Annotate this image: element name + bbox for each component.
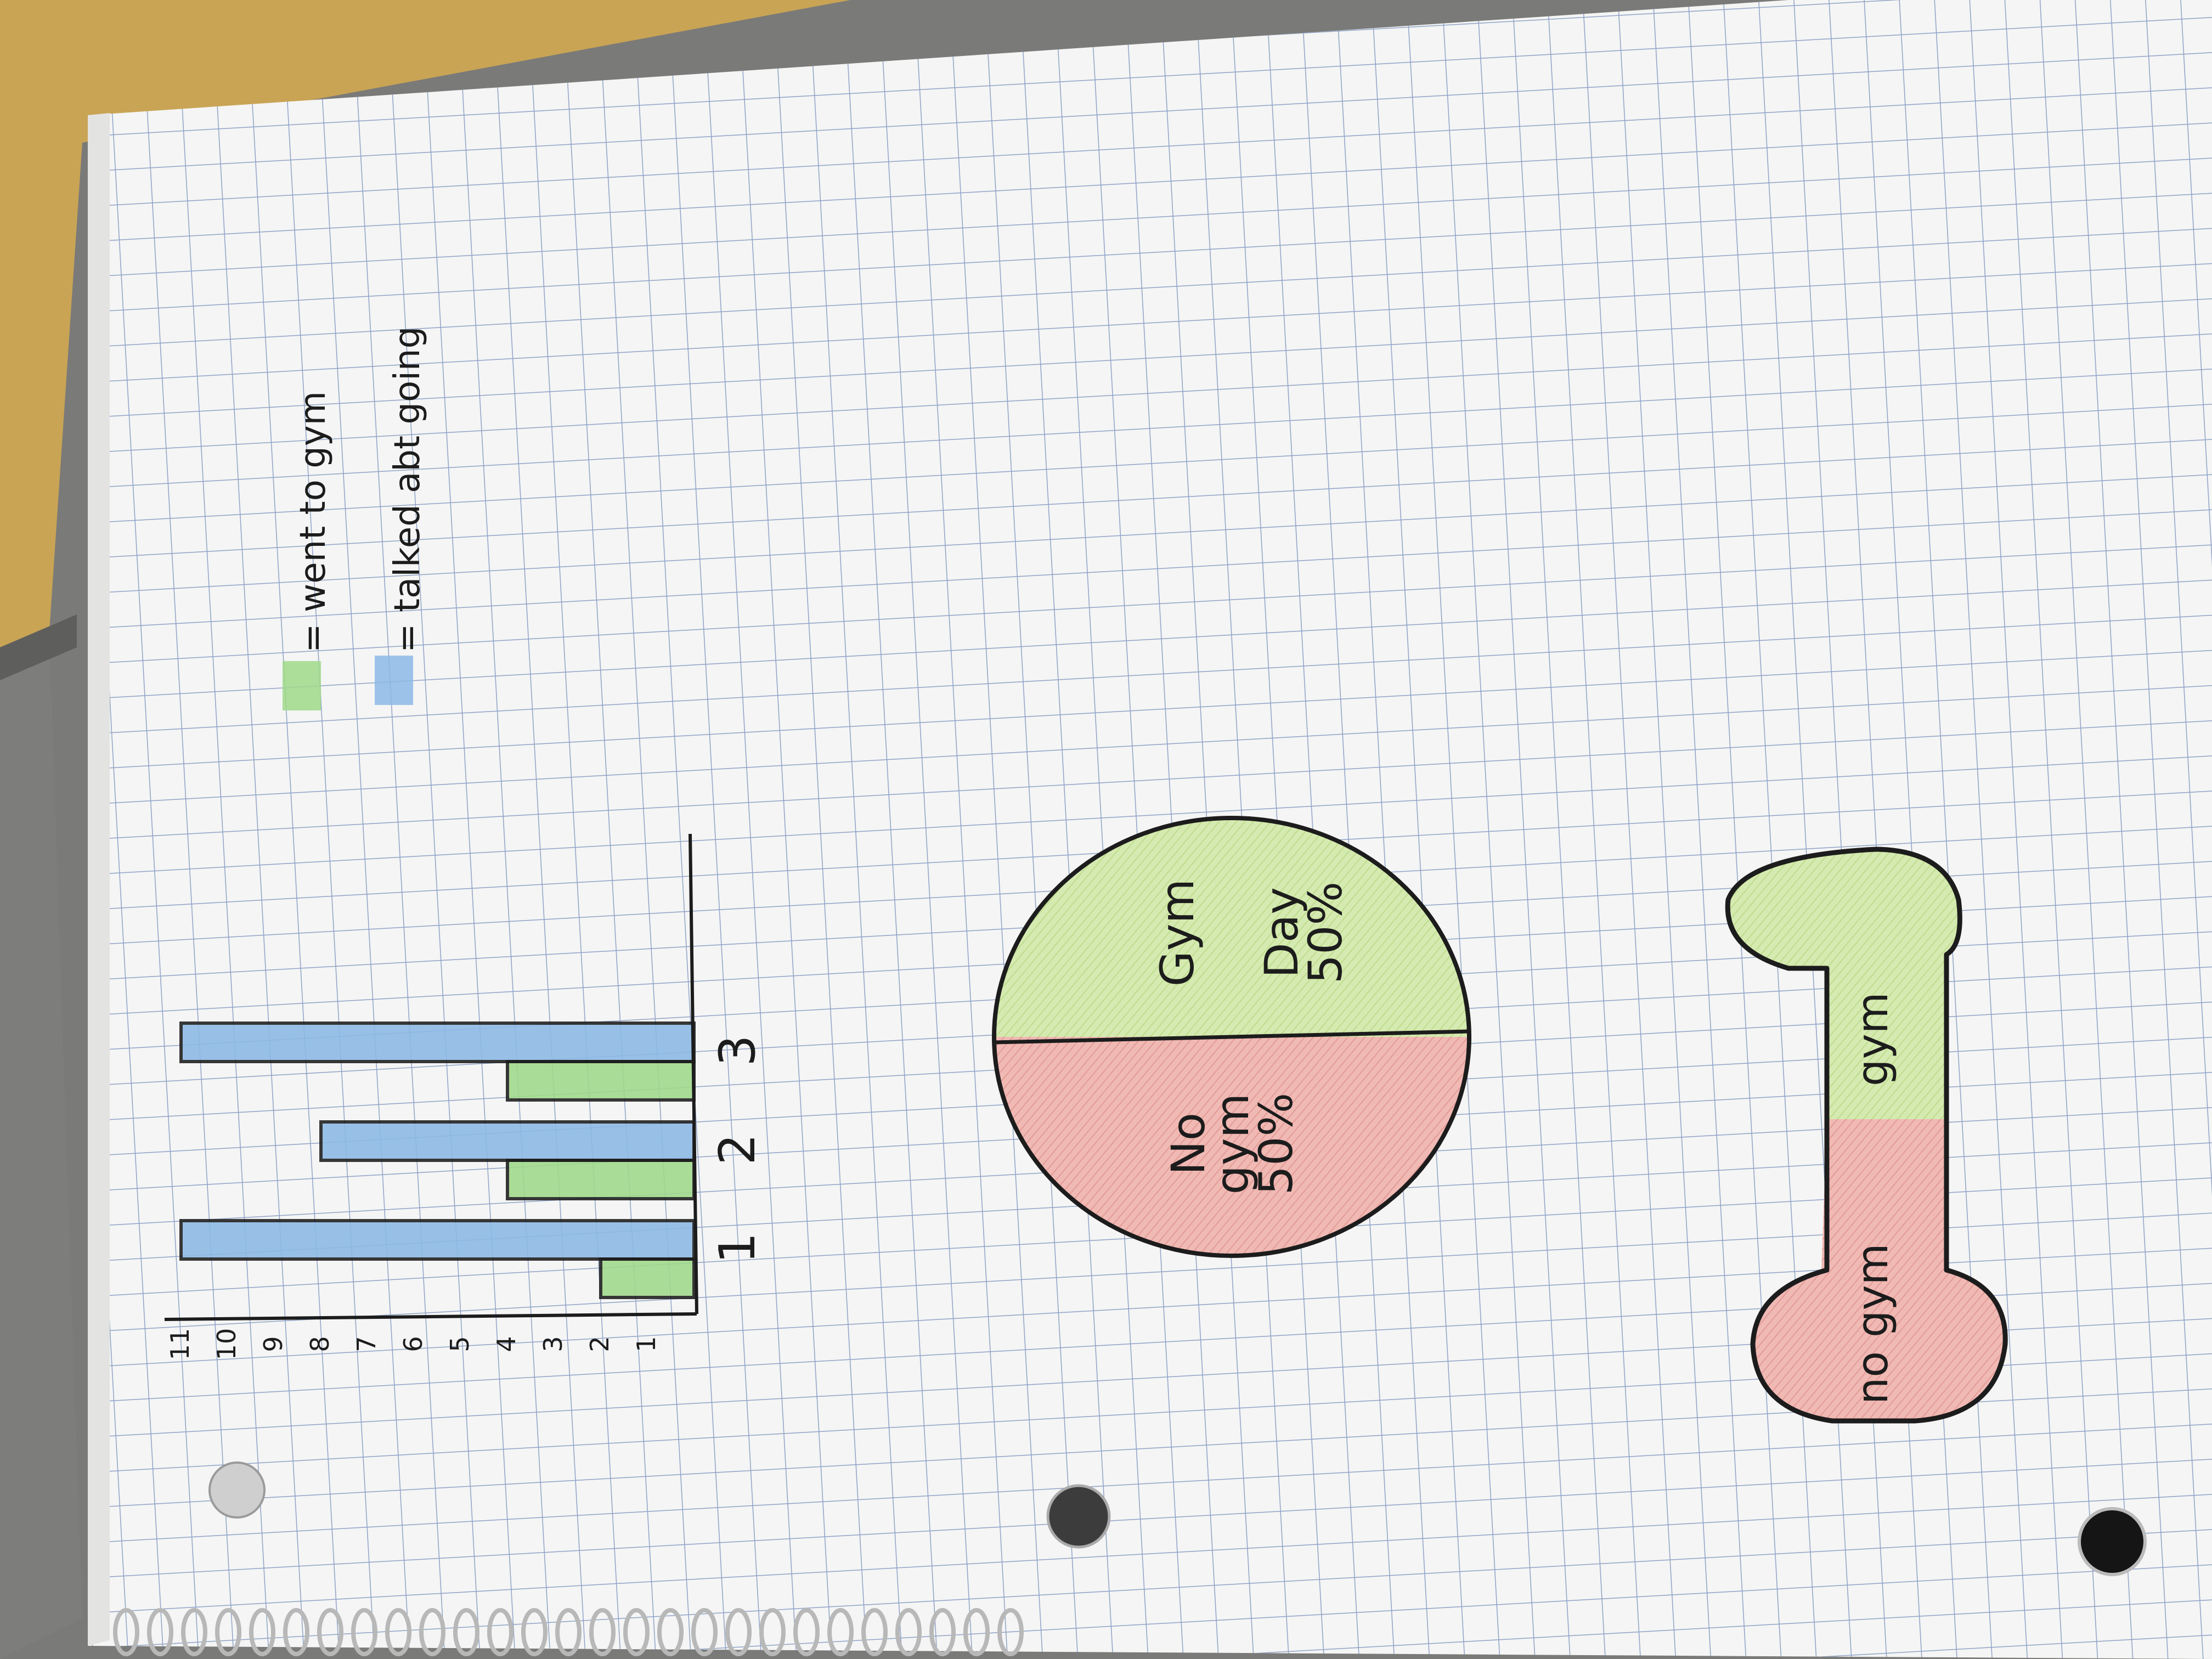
spiral-loop [895, 1608, 922, 1656]
spiral-loop [997, 1608, 1024, 1656]
legend-label: = went to gym [293, 391, 334, 653]
bar-talked-abt-going-1 [179, 1219, 696, 1261]
spiral-loop [657, 1608, 684, 1656]
bar-chart-baseline-axis [689, 833, 698, 1314]
dumbbell-outline [1725, 847, 2008, 1424]
spiral-loop [147, 1608, 173, 1656]
spiral-loop [827, 1608, 854, 1656]
pie-label-line: gym [1205, 1093, 1259, 1195]
dumbbell-half-gym [1728, 849, 1960, 1119]
spiral-loop [419, 1608, 445, 1656]
bar-chart: 11 10 9 8 7 6 5 4 3 2 1 1 2 3 [164, 833, 766, 1361]
bar-chart-legend: = went to gym = talked abt going [283, 326, 428, 710]
spiral-loop [521, 1608, 548, 1656]
pie-label-gym-day: Gym Day 50% [1150, 879, 1352, 987]
pie-chart: Gym Day 50% No gym 50% [992, 816, 1471, 1258]
value-tick-label: 7 [352, 1336, 381, 1352]
legend-swatch-green [283, 661, 321, 710]
legend-swatch-blue [375, 656, 413, 705]
pie-outline [992, 816, 1471, 1258]
value-tick-label: 10 [212, 1328, 241, 1361]
dumbbell-drawing: no gym gym [1725, 847, 2008, 1424]
spiral-loop [249, 1608, 275, 1656]
spiral-binding [113, 1608, 1024, 1656]
dumbbell-label-no-gym: no gym [1848, 1243, 1898, 1404]
spiral-loop [691, 1608, 718, 1656]
bar-went-to-gym-1 [599, 1257, 696, 1299]
spiral-loop [215, 1608, 241, 1656]
value-tick-label: 1 [631, 1336, 661, 1352]
category-tick-label: 3 [709, 1035, 766, 1066]
punch-holes [208, 1462, 2147, 1576]
spiral-loop [725, 1608, 752, 1656]
spiral-loop [589, 1608, 616, 1656]
value-tick-label: 9 [258, 1336, 288, 1352]
dumbbell-label-gym: gym [1848, 992, 1898, 1086]
value-tick-label: 3 [538, 1336, 568, 1352]
value-tick-label: 5 [445, 1336, 475, 1352]
spiral-loop [793, 1608, 820, 1656]
spiral-loop [861, 1608, 888, 1656]
legend-entry-talked-abt-going: = talked abt going [375, 326, 428, 705]
legend-entry-went-to-gym: = went to gym [283, 391, 334, 710]
spiral-loop [351, 1608, 377, 1656]
bar-chart-category-ticks: 1 2 3 [709, 1035, 766, 1263]
spiral-loop [385, 1608, 411, 1656]
bar-chart-value-ticks: 11 10 9 8 7 6 5 4 3 2 1 [165, 1328, 661, 1361]
legend-label: = talked abt going [387, 326, 428, 653]
value-tick-label: 2 [585, 1336, 614, 1352]
value-tick-label: 4 [492, 1336, 521, 1352]
category-tick-label: 2 [709, 1133, 766, 1165]
value-tick-label: 6 [398, 1336, 428, 1352]
spiral-loop [283, 1608, 309, 1656]
spiral-loop [929, 1608, 956, 1656]
bar-talked-abt-going-2 [319, 1120, 696, 1162]
pie-slice-no-gym [994, 1037, 1469, 1256]
spiral-loop [623, 1608, 650, 1656]
spiral-loop [317, 1608, 343, 1656]
bar-went-to-gym-3 [506, 1060, 696, 1102]
pie-label-line: No [1161, 1113, 1215, 1175]
bar-chart-value-axis [164, 1312, 697, 1321]
pie-label-no-gym: No gym 50% [1161, 1093, 1303, 1195]
bar-talked-abt-going-3 [179, 1022, 696, 1063]
spiral-loop [113, 1608, 139, 1656]
pie-label-line: 50% [1299, 882, 1352, 984]
spiral-loop [963, 1608, 990, 1656]
bar-chart-bars [179, 1022, 696, 1299]
pie-label-line: Gym [1150, 879, 1204, 987]
category-tick-label: 1 [709, 1232, 766, 1263]
dumbbell-half-no-gym [1753, 1119, 2006, 1421]
bar-went-to-gym-2 [506, 1159, 696, 1200]
pie-label-line: 50% [1249, 1093, 1303, 1195]
spiral-loop [555, 1608, 582, 1656]
spiral-loop [181, 1608, 207, 1656]
spiral-loop [453, 1608, 479, 1656]
pie-slice-gym-day [994, 818, 1469, 1037]
spiral-loop [487, 1608, 514, 1656]
pie-label-line: Day [1255, 887, 1308, 978]
value-tick-label: 11 [165, 1328, 195, 1361]
spiral-loop [759, 1608, 786, 1656]
pie-divider [994, 1029, 1470, 1045]
value-tick-label: 8 [305, 1336, 335, 1352]
